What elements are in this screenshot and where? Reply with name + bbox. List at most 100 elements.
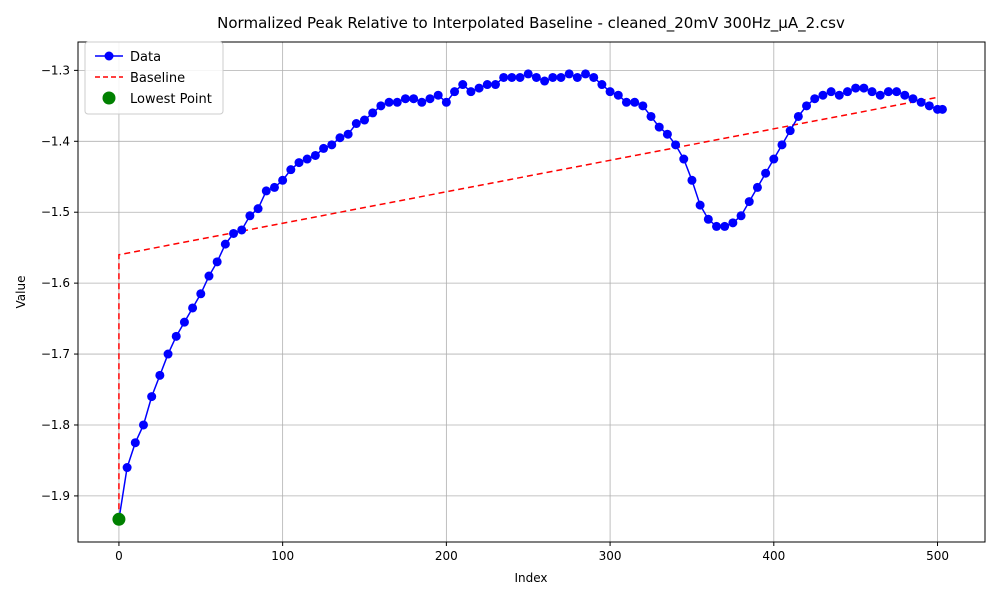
data-point <box>286 165 296 175</box>
y-tick-label: −1.6 <box>41 276 70 290</box>
data-point <box>507 72 517 82</box>
data-point <box>540 76 550 86</box>
x-tick-label: 0 <box>115 549 123 563</box>
data-point <box>392 97 402 107</box>
legend-lowest-marker <box>102 91 116 105</box>
data-point <box>368 108 378 118</box>
data-point <box>482 80 492 90</box>
data-point <box>834 90 844 100</box>
data-layer <box>114 69 947 524</box>
data-point <box>818 90 828 100</box>
data-point <box>327 140 337 150</box>
x-tick-label: 400 <box>762 549 785 563</box>
data-point <box>130 438 140 448</box>
data-point <box>155 370 165 380</box>
data-point <box>425 94 435 104</box>
data-point <box>531 72 541 82</box>
data-point <box>703 214 713 224</box>
data-point <box>671 140 681 150</box>
data-point <box>474 83 484 93</box>
data-point <box>278 175 288 185</box>
data-point <box>712 221 722 231</box>
data-point <box>261 186 271 196</box>
data-point <box>269 182 279 192</box>
x-tick-label: 100 <box>271 549 294 563</box>
y-tick-label: −1.3 <box>41 63 70 77</box>
data-point <box>237 225 247 235</box>
baseline-layer <box>118 96 938 520</box>
data-point <box>859 83 869 93</box>
data-point <box>360 115 370 125</box>
data-point <box>179 317 189 327</box>
data-point <box>761 168 771 178</box>
data-point <box>793 111 803 121</box>
data-point <box>851 83 861 93</box>
lowest-point-marker <box>112 512 126 526</box>
data-point <box>924 101 934 111</box>
data-point <box>605 87 615 97</box>
data-point <box>253 204 263 214</box>
data-point <box>450 87 460 97</box>
data-point <box>163 349 173 359</box>
data-point <box>245 211 255 221</box>
y-axis-label: Value <box>14 276 28 309</box>
x-axis-ticks: 0 100 200 300 400 500 <box>115 542 949 563</box>
data-point <box>138 420 148 430</box>
data-point <box>662 129 672 139</box>
data-point <box>548 72 558 82</box>
data-point <box>826 87 836 97</box>
data-point <box>589 72 599 82</box>
data-point <box>842 87 852 97</box>
data-point <box>343 129 353 139</box>
data-point <box>802 101 812 111</box>
data-point <box>441 97 451 107</box>
data-point <box>630 97 640 107</box>
data-point <box>937 104 947 114</box>
data-point <box>581 69 591 79</box>
legend: Data Baseline Lowest Point <box>84 41 224 115</box>
grid <box>78 42 985 542</box>
data-point <box>294 158 304 168</box>
legend-box <box>84 41 224 115</box>
x-axis-label: Index <box>514 571 547 585</box>
data-point <box>883 87 893 97</box>
plot-frame <box>77 41 986 543</box>
data-point <box>638 101 648 111</box>
data-point <box>646 111 656 121</box>
data-point <box>384 97 394 107</box>
data-point <box>777 140 787 150</box>
y-tick-label: −1.7 <box>41 347 70 361</box>
data-point <box>196 289 206 299</box>
data-point <box>785 126 795 136</box>
data-point <box>409 94 419 104</box>
y-tick-label: −1.5 <box>41 205 70 219</box>
legend-data-label: Data <box>130 50 161 65</box>
data-point <box>892 87 902 97</box>
data-point <box>433 90 443 100</box>
data-point <box>212 257 222 267</box>
legend-baseline-label: Baseline <box>130 71 185 86</box>
data-point <box>728 218 738 228</box>
data-point <box>572 72 582 82</box>
y-tick-label: −1.4 <box>41 134 70 148</box>
data-point <box>499 72 509 82</box>
data-point <box>769 154 779 164</box>
data-point <box>556 72 566 82</box>
data-point <box>490 80 500 90</box>
data-point <box>695 200 705 210</box>
legend-lowest-label: Lowest Point <box>130 92 212 107</box>
data-point <box>875 90 885 100</box>
data-point <box>220 239 230 249</box>
data-point <box>613 90 623 100</box>
data-point <box>302 154 312 164</box>
data-point <box>810 94 820 104</box>
data-point <box>916 97 926 107</box>
data-point <box>310 150 320 160</box>
data-point <box>147 392 157 402</box>
y-tick-label: −1.8 <box>41 418 70 432</box>
data-point <box>351 119 361 129</box>
data-point <box>752 182 762 192</box>
baseline-line <box>118 96 938 520</box>
data-point <box>687 175 697 185</box>
